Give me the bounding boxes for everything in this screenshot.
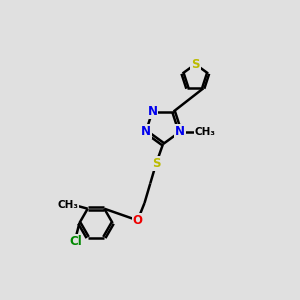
- Text: CH₃: CH₃: [57, 200, 78, 210]
- Text: S: S: [191, 58, 200, 71]
- Text: N: N: [175, 125, 185, 138]
- Text: N: N: [147, 105, 158, 118]
- Text: N: N: [141, 125, 151, 138]
- Text: S: S: [152, 157, 160, 170]
- Text: O: O: [133, 214, 142, 227]
- Text: Cl: Cl: [70, 235, 82, 248]
- Text: CH₃: CH₃: [194, 127, 215, 137]
